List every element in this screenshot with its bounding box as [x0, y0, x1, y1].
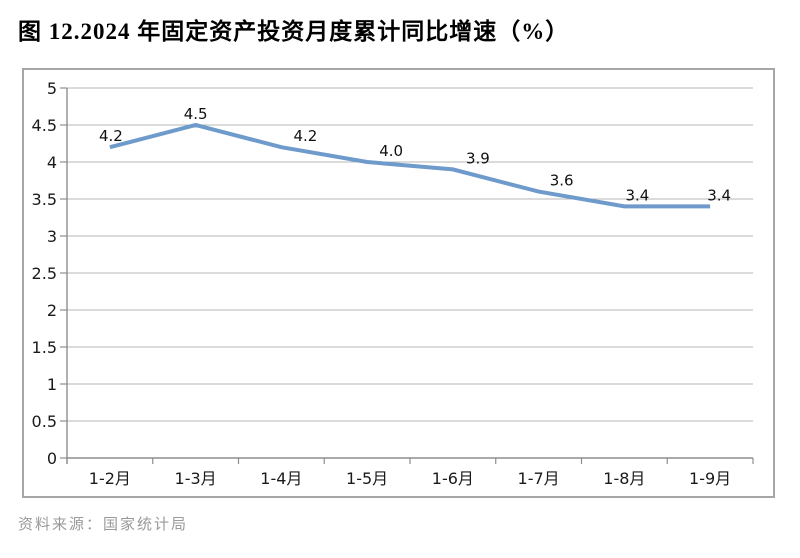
chart-area: 0 0.5 1 1.5 2 2.5 3 3.5 4 4.5 5 1-2月 1-3月 1-4月 1-5月 1-6… — [22, 68, 775, 498]
x-tick-label: 1-9月 — [689, 469, 731, 488]
x-tick-label: 1-7月 — [518, 469, 560, 488]
y-tick-label: 1 — [47, 375, 57, 394]
data-label: 3.9 — [466, 149, 490, 167]
y-tick-label: 5 — [47, 79, 57, 98]
data-label: 3.6 — [550, 172, 574, 190]
x-tick-label: 1-3月 — [175, 469, 217, 488]
y-tick-label: 0.5 — [32, 412, 57, 431]
data-label: 4.5 — [184, 105, 208, 123]
data-label: 4.0 — [379, 142, 403, 160]
y-tick-label: 4 — [47, 153, 57, 172]
chart-svg: 0 0.5 1 1.5 2 2.5 3 3.5 4 4.5 5 1-2月 1-3月 1-4月 1-5月 1-6… — [32, 79, 754, 488]
y-tick-label: 4.5 — [32, 116, 57, 135]
x-tick-label: 1-2月 — [89, 469, 131, 488]
data-label: 4.2 — [293, 127, 317, 145]
source-note: 资料来源：国家统计局 — [18, 517, 189, 533]
y-tick-label: 0 — [47, 449, 57, 468]
data-label: 4.2 — [99, 127, 123, 145]
x-tick-label: 1-6月 — [432, 469, 474, 488]
x-tick-label: 1-8月 — [603, 469, 645, 488]
x-tick-label: 1-5月 — [346, 469, 388, 488]
y-tick-label: 2.5 — [32, 264, 57, 283]
trend-line — [109, 122, 711, 209]
y-tick-label: 3 — [47, 227, 57, 246]
data-label: 3.4 — [707, 186, 731, 204]
figure-title: 图 12.2024 年固定资产投资月度累计同比增速（%） — [18, 19, 570, 44]
y-tick-label: 1.5 — [32, 338, 57, 357]
y-tick-label: 2 — [47, 301, 57, 320]
y-tick-label: 3.5 — [32, 190, 57, 209]
data-label: 3.4 — [625, 186, 649, 204]
x-tick-label: 1-4月 — [260, 469, 302, 488]
